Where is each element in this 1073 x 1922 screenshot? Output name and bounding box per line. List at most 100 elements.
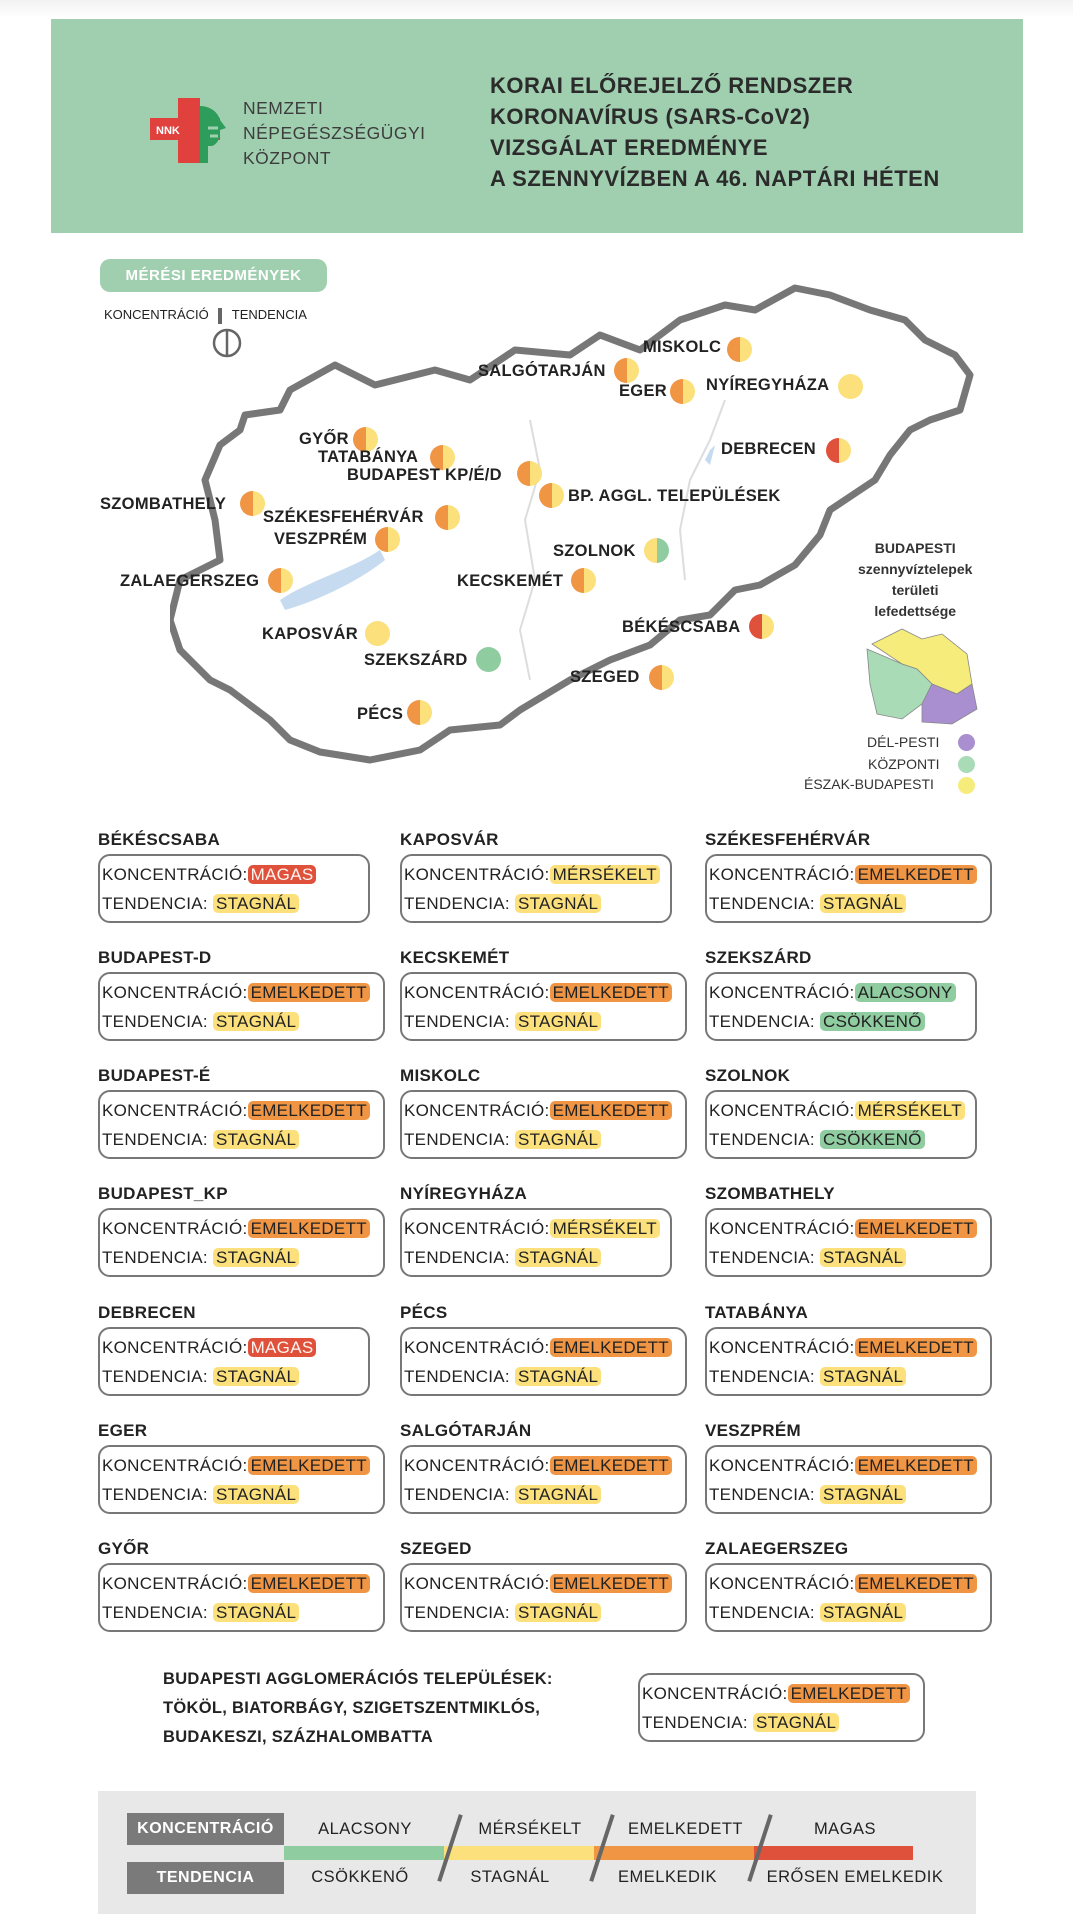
result-card: KONCENTRÁCIÓ: EMELKEDETT TENDENCIA: STAGNÁ… [400,1090,687,1159]
dot-conc-half [268,568,281,593]
map-city-dot [670,379,695,404]
map-city-label: GYŐR [299,430,349,448]
tend-label: TENDENCIA: [404,1603,510,1622]
tend-value: STAGNÁL [515,1603,602,1622]
conc-row: KONCENTRÁCIÓ: EMELKEDETT [404,1333,685,1362]
org-line: NÉPEGÉSZSÉGÜGYI [243,123,426,143]
dot-conc-half [407,700,420,725]
dot-tend-half [365,427,378,452]
tend-label: TENDENCIA: [102,1485,208,1504]
conc-value: EMELKEDETT [854,1574,977,1593]
dot-tend-half [656,538,669,563]
country-border [170,284,974,764]
result-card: KONCENTRÁCIÓ: EMELKEDETT TENDENCIA: STAGNÁ… [98,1445,385,1514]
tend-row: TENDENCIA: CSÖKKENŐ [709,1125,975,1154]
card-title: BUDAPEST_KP [98,1184,228,1203]
del-pesti-dot [958,734,975,751]
org-line: KÖZPONT [243,148,332,168]
map-city-label: VESZPRÉM [274,530,368,548]
map-city-dot [268,568,293,593]
tend-row: TENDENCIA: STAGNÁL [709,889,990,918]
conc-value: EMELKEDETT [854,1456,977,1475]
result-card: KONCENTRÁCIÓ: ALACSONY TENDENCIA: CSÖKKENŐ [705,972,977,1041]
result-card: KONCENTRÁCIÓ: MÉRSÉKELT TENDENCIA: STAGNÁL [400,1208,672,1277]
scale-tend-level: STAGNÁL [470,1868,550,1886]
kozponti-dot [958,756,975,773]
tend-value: CSÖKKENŐ [820,1012,925,1031]
tend-row: TENDENCIA: STAGNÁL [102,1125,383,1154]
tend-row: TENDENCIA: STAGNÁL [709,1598,990,1627]
dot-conc-half [614,358,627,383]
dot-tend-half [280,568,293,593]
map-city-dot [375,527,400,552]
tend-label: TENDENCIA: [709,1603,815,1622]
dot-conc-half [517,461,530,486]
conc-row: KONCENTRÁCIÓ: EMELKEDETT [642,1679,923,1708]
dot-conc-half [539,483,552,508]
map-city-dot [727,337,752,362]
map-city-dot [826,438,851,463]
tend-row: TENDENCIA: STAGNÁL [102,1243,383,1272]
tend-row: TENDENCIA: STAGNÁL [404,1480,685,1509]
conc-row: KONCENTRÁCIÓ: EMELKEDETT [709,1569,990,1598]
conc-label: KONCENTRÁCIÓ: [102,983,248,1002]
map-city-label: BUDAPEST KP/É/D [347,466,502,484]
conc-row: KONCENTRÁCIÓ: MAGAS [102,860,368,889]
tend-row: TENDENCIA: STAGNÁL [102,889,368,918]
dot-tend-half [252,491,265,516]
card-title: SZEKSZÁRD [705,948,812,967]
conc-row: KONCENTRÁCIÓ: MÉRSÉKELT [404,1214,670,1243]
conc-value: EMELKEDETT [549,1574,672,1593]
card-title: BUDAPEST-D [98,948,212,967]
card-title: BUDAPEST-É [98,1066,211,1085]
dot-tend-half [761,614,774,639]
scale-bar-merseklet [444,1846,594,1860]
conc-label: KONCENTRÁCIÓ: [102,1574,248,1593]
card-title: SZOMBATHELY [705,1184,835,1203]
conc-value: MÉRSÉKELT [549,1219,660,1238]
result-card: KONCENTRÁCIÓ: EMELKEDETT TENDENCIA: STAGNÁ… [400,972,687,1041]
conc-value: EMELKEDETT [854,1219,977,1238]
result-card: KONCENTRÁCIÓ: EMELKEDETT TENDENCIA: STAGNÁ… [98,1563,385,1632]
tend-row: TENDENCIA: STAGNÁL [404,1125,685,1154]
conc-label: KONCENTRÁCIÓ: [102,1219,248,1238]
dot-tend-half [838,438,851,463]
scale-conc-level: ALACSONY [318,1820,412,1838]
conc-value: EMELKEDETT [247,983,370,1002]
dot-conc-half [571,568,584,593]
map-city-dot [240,491,265,516]
conc-value: MÉRSÉKELT [854,1101,965,1120]
org-name: NEMZETI NÉPEGÉSZSÉGÜGYI KÖZPONT [243,96,426,171]
map-city-label: SALGÓTARJÁN [478,362,606,380]
bp-coverage-line: területi [891,582,939,598]
tend-label: TENDENCIA: [404,894,510,913]
dot-conc-half [838,374,851,399]
dot-conc-half [644,538,657,563]
tend-value: STAGNÁL [213,1603,300,1622]
tend-label: TENDENCIA: [709,1485,815,1504]
map-city-dot [435,505,460,530]
map-city-label: DEBRECEN [721,440,816,458]
tend-value: STAGNÁL [515,1130,602,1149]
map-city-label: TATABÁNYA [318,448,419,466]
conc-label: KONCENTRÁCIÓ: [404,865,550,884]
dot-conc-half [430,445,443,470]
conc-label: KONCENTRÁCIÓ: [102,1338,248,1357]
legend-tend-label: TENDENCIA [231,307,307,322]
result-card: KONCENTRÁCIÓ: MÉRSÉKELT TENDENCIA: STAGNÁL [400,854,672,923]
result-card: KONCENTRÁCIÓ: EMELKEDETT TENDENCIA: STAGNÁ… [400,1327,687,1396]
dot-conc-half [476,647,489,672]
card-title: NYÍREGYHÁZA [400,1184,528,1203]
bp-coverage-title: BUDAPESTI szennyvíztelepek területi lefe… [858,538,972,622]
conc-label: KONCENTRÁCIÓ: [404,1456,550,1475]
conc-label: KONCENTRÁCIÓ: [709,865,855,884]
agglomeration-text: BUDAPESTI AGGLOMERÁCIÓS TELEPÜLÉSEK: TÖK… [163,1665,553,1752]
tend-label: TENDENCIA: [102,1130,208,1149]
bp-legend-kozponti: KÖZPONTI [868,756,940,772]
tend-label: TENDENCIA: [102,1248,208,1267]
card-title: SZEGED [400,1539,472,1558]
tend-value: STAGNÁL [515,1485,602,1504]
dot-conc-half [727,337,740,362]
result-card: KONCENTRÁCIÓ: MÉRSÉKELT TENDENCIA: CSÖKKEN… [705,1090,977,1159]
dot-tend-half [529,461,542,486]
